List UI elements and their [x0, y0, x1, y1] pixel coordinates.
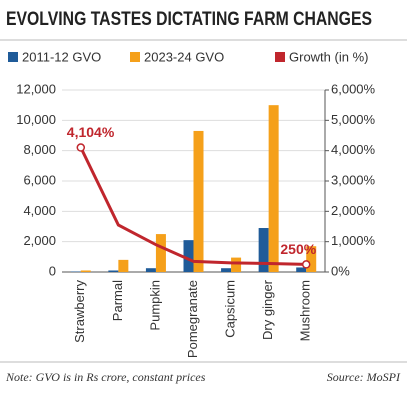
bar: [118, 260, 128, 272]
y2-tick-label: 0%: [331, 263, 350, 278]
y2-tick-label: 1,000%: [331, 233, 376, 248]
data-label: 4,104%: [67, 124, 115, 140]
bar: [259, 228, 269, 272]
marker: [77, 144, 84, 151]
y2-tick-label: 4,000%: [331, 142, 376, 157]
bar: [194, 131, 204, 272]
x-tick-label: Capsicum: [223, 280, 238, 338]
marker: [303, 261, 310, 268]
bar: [221, 268, 231, 272]
y2-tick-label: 5,000%: [331, 112, 376, 127]
x-tick-label: Dry ginger: [260, 279, 275, 340]
y-tick-label: 0: [49, 263, 56, 278]
y-tick-label: 2,000: [23, 233, 56, 248]
bar: [146, 268, 156, 272]
data-label: 250%: [280, 241, 316, 257]
legend-label: 2011-12 GVO: [22, 49, 101, 64]
y-tick-label: 6,000: [23, 172, 56, 187]
x-tick-label: Strawberry: [72, 280, 87, 343]
y2-tick-label: 2,000%: [331, 203, 376, 218]
bar: [108, 270, 118, 272]
bar: [81, 270, 91, 272]
source: Source: MoSPI: [327, 370, 401, 384]
note: Note: GVO is in Rs crore, constant price…: [5, 370, 206, 384]
x-tick-label: Pumpkin: [147, 280, 162, 331]
chart-title: EVOLVING TASTES DICTATING FARM CHANGES: [6, 9, 372, 30]
x-tick-label: Pomegranate: [185, 280, 200, 358]
y-tick-label: 8,000: [23, 142, 56, 157]
legend-swatch: [275, 52, 285, 62]
legend-label: Growth (in %): [289, 49, 368, 64]
bar: [156, 234, 166, 272]
bar: [231, 258, 241, 272]
x-tick-label: Parmal: [110, 280, 125, 321]
bar: [269, 105, 279, 272]
x-tick-label: Mushroom: [298, 280, 313, 341]
legend-label: 2023-24 GVO: [144, 49, 224, 64]
y-tick-label: 4,000: [23, 203, 56, 218]
legend-swatch: [8, 52, 18, 62]
y2-tick-label: 3,000%: [331, 172, 376, 187]
y-tick-label: 10,000: [16, 112, 56, 127]
legend-swatch: [130, 52, 140, 62]
y2-tick-label: 6,000%: [331, 81, 376, 96]
y-tick-label: 12,000: [16, 81, 56, 96]
